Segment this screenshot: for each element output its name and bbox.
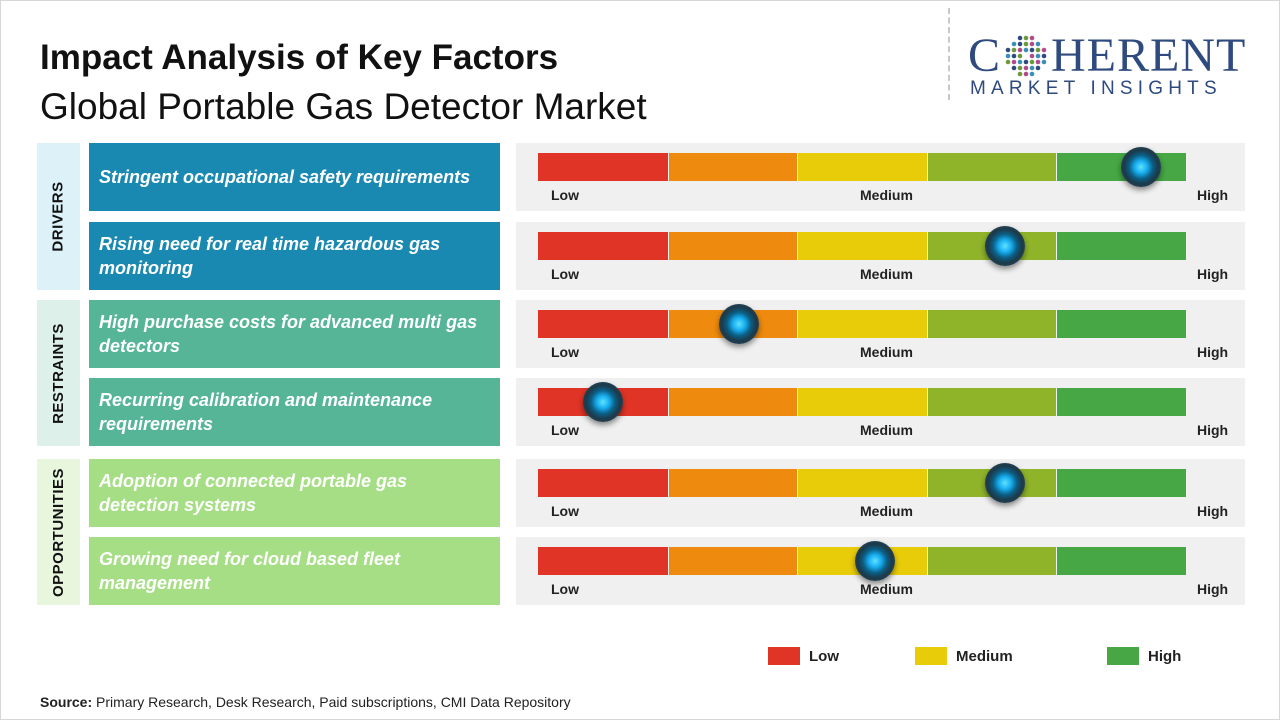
scale-segment <box>538 547 668 575</box>
source-prefix: Source: <box>40 694 93 710</box>
impact-scale-bar <box>538 382 1186 422</box>
scale-segment <box>1057 310 1186 338</box>
scale-segment <box>538 232 668 260</box>
scale-segment <box>798 310 927 338</box>
legend-swatch <box>768 647 800 665</box>
factor-label: Rising need for real time hazardous gas … <box>89 222 500 290</box>
scale-label-low: Low <box>551 422 579 438</box>
scale-segment <box>798 232 927 260</box>
factor-label: Growing need for cloud based fleet manag… <box>89 537 500 605</box>
header-divider <box>948 8 950 100</box>
legend-item: High <box>1107 647 1181 665</box>
impact-marker <box>1120 147 1161 187</box>
impact-scale-bar <box>538 541 1186 581</box>
scale-label-medium: Medium <box>860 187 913 203</box>
impact-marker <box>582 382 623 422</box>
scale-segment <box>798 469 927 497</box>
scale-segment <box>1057 547 1186 575</box>
chart-subtitle: Global Portable Gas Detector Market <box>40 86 647 127</box>
scale-label-high: High <box>1197 344 1229 360</box>
logo-tagline: MARKET INSIGHTS <box>970 78 1222 99</box>
impact-scale-panel: Low Medium High <box>516 459 1245 527</box>
impact-scale-bar <box>538 463 1186 503</box>
factor-label: High purchase costs for advanced multi g… <box>89 300 500 368</box>
scale-segment <box>927 388 1057 416</box>
scale-segment <box>538 469 668 497</box>
scale-segment <box>798 388 927 416</box>
scale-segment <box>1057 232 1186 260</box>
factor-label: Adoption of connected portable gas detec… <box>89 459 500 527</box>
impact-scale-bar <box>538 226 1186 266</box>
source-note: Source: Primary Research, Desk Research,… <box>40 694 571 710</box>
impact-scale-bar <box>538 304 1186 344</box>
logo-o-dots-icon <box>1005 35 1047 77</box>
legend-item: Medium <box>915 647 1013 665</box>
impact-scale-panel: Low Medium High <box>516 300 1245 368</box>
scale-label-high: High <box>1197 187 1229 203</box>
impact-marker <box>718 304 759 344</box>
legend-label: High <box>1148 647 1182 665</box>
scale-label-low: Low <box>551 266 579 282</box>
impact-marker <box>854 541 895 581</box>
legend-label: Medium <box>956 647 1013 665</box>
legend-label: Low <box>809 647 839 665</box>
factor-label: Recurring calibration and maintenance re… <box>89 378 500 446</box>
scale-label-low: Low <box>551 503 579 519</box>
scale-segment <box>1057 388 1186 416</box>
scale-label-medium: Medium <box>860 344 913 360</box>
source-text: Primary Research, Desk Research, Paid su… <box>92 694 571 710</box>
scale-segment <box>927 547 1057 575</box>
impact-scale-panel: Low Medium High <box>516 222 1245 290</box>
factor-label: Stringent occupational safety requiremen… <box>89 143 500 211</box>
impact-scale-panel: Low Medium High <box>516 378 1245 446</box>
brand-logo: C HERENT MARKET INSIGHTS <box>968 30 1260 100</box>
scale-segment <box>668 153 798 181</box>
scale-segment <box>538 310 668 338</box>
scale-segment <box>927 153 1057 181</box>
scale-label-low: Low <box>551 581 579 597</box>
category-drivers: DRIVERS <box>37 143 80 290</box>
scale-label-medium: Medium <box>860 422 913 438</box>
category-label: DRIVERS <box>50 181 67 252</box>
category-label: RESTRAINTS <box>50 322 67 424</box>
scale-segment <box>538 153 668 181</box>
scale-label-medium: Medium <box>860 503 913 519</box>
scale-segment <box>668 469 798 497</box>
impact-marker <box>984 226 1025 266</box>
scale-label-medium: Medium <box>860 581 913 597</box>
chart-title: Impact Analysis of Key Factors <box>40 38 559 77</box>
logo-letter-c: C <box>968 29 1002 82</box>
legend-swatch <box>915 647 947 665</box>
scale-label-low: Low <box>551 187 579 203</box>
category-opportunities: OPPORTUNITIES <box>37 459 80 605</box>
logo-letters-herent: HERENT <box>1051 29 1247 82</box>
legend-item: Low <box>768 647 839 665</box>
scale-label-high: High <box>1197 266 1229 282</box>
scale-label-high: High <box>1197 422 1229 438</box>
impact-scale-panel: Low Medium High <box>516 537 1245 605</box>
scale-segment <box>927 310 1057 338</box>
impact-marker <box>984 463 1025 503</box>
legend-swatch <box>1107 647 1139 665</box>
scale-segment <box>668 388 798 416</box>
scale-label-high: High <box>1197 581 1229 597</box>
scale-segment <box>668 547 798 575</box>
scale-label-high: High <box>1197 503 1229 519</box>
impact-scale-panel: Low Medium High <box>516 143 1245 211</box>
scale-segment <box>668 232 798 260</box>
impact-scale-bar <box>538 147 1186 187</box>
scale-segment <box>1057 469 1186 497</box>
category-label: OPPORTUNITIES <box>50 467 68 597</box>
logo-wordmark: C HERENT <box>968 30 1246 82</box>
category-restraints: RESTRAINTS <box>37 300 80 446</box>
scale-segment <box>798 153 927 181</box>
scale-label-medium: Medium <box>860 266 913 282</box>
scale-label-low: Low <box>551 344 579 360</box>
